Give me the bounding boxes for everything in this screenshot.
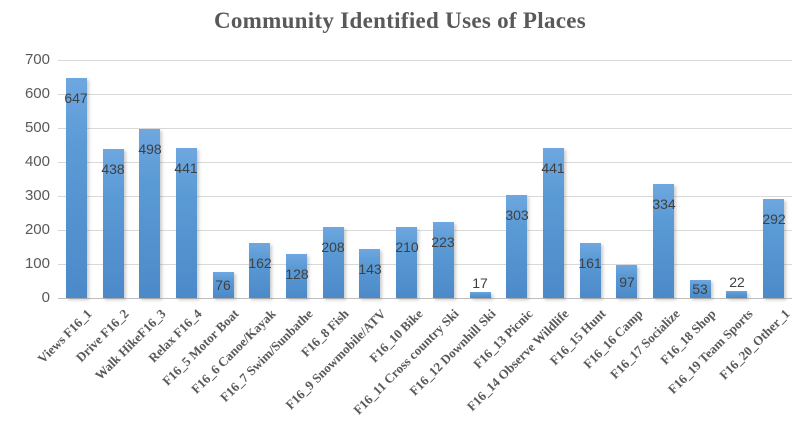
y-axis-tick-label: 700 xyxy=(24,51,50,68)
bar xyxy=(726,291,747,298)
y-axis-tick-label: 600 xyxy=(24,85,50,102)
y-axis-tick-label: 300 xyxy=(24,187,50,204)
bar xyxy=(286,254,307,298)
bar xyxy=(323,227,344,298)
bar xyxy=(506,195,527,298)
gridline xyxy=(58,264,792,265)
bar-value-label: 441 xyxy=(174,160,198,176)
bar xyxy=(213,272,234,298)
x-axis-line xyxy=(58,298,792,299)
bar xyxy=(763,199,784,298)
bar-value-label: 97 xyxy=(619,274,635,290)
bar-value-label: 22 xyxy=(729,274,745,290)
bar-value-label: 647 xyxy=(64,90,88,106)
gridline xyxy=(58,60,792,61)
bar-value-label: 438 xyxy=(101,161,125,177)
bar xyxy=(470,292,491,298)
bar xyxy=(396,227,417,298)
bar-value-label: 292 xyxy=(762,211,786,227)
chart-title: Community Identified Uses of Places xyxy=(213,8,587,33)
bar xyxy=(66,78,87,298)
gridline xyxy=(58,196,792,197)
bar xyxy=(139,129,160,298)
bar-value-label: 143 xyxy=(358,261,382,277)
gridline xyxy=(58,162,792,163)
bar-value-label: 210 xyxy=(395,239,419,255)
bar-value-label: 53 xyxy=(692,281,708,297)
bar-value-label: 223 xyxy=(431,234,455,250)
y-axis-tick-label: 500 xyxy=(24,119,50,136)
bar xyxy=(653,184,674,298)
bar xyxy=(616,265,637,298)
bar xyxy=(690,280,711,298)
bar xyxy=(103,149,124,298)
bar-value-label: 334 xyxy=(652,196,676,212)
y-axis-tick-label: 400 xyxy=(24,153,50,170)
bar-value-label: 208 xyxy=(321,239,345,255)
bar xyxy=(249,243,270,298)
bar xyxy=(176,148,197,298)
bar-value-label: 441 xyxy=(541,160,565,176)
bar xyxy=(543,148,564,298)
bar-value-label: 76 xyxy=(215,277,231,293)
y-axis-tick-label: 100 xyxy=(24,255,50,272)
bar-value-label: 17 xyxy=(472,275,488,291)
gridline xyxy=(58,94,792,95)
bar-value-label: 162 xyxy=(248,255,272,271)
bar xyxy=(359,249,380,298)
y-axis-tick-label: 200 xyxy=(24,221,50,238)
gridline xyxy=(58,230,792,231)
bar-value-label: 303 xyxy=(505,207,529,223)
bar-value-label: 128 xyxy=(285,266,309,282)
gridline xyxy=(58,128,792,129)
bar-value-label: 498 xyxy=(138,141,162,157)
bar xyxy=(433,222,454,298)
bar xyxy=(580,243,601,298)
bar-value-label: 161 xyxy=(578,255,602,271)
y-axis-tick-label: 0 xyxy=(41,289,50,306)
